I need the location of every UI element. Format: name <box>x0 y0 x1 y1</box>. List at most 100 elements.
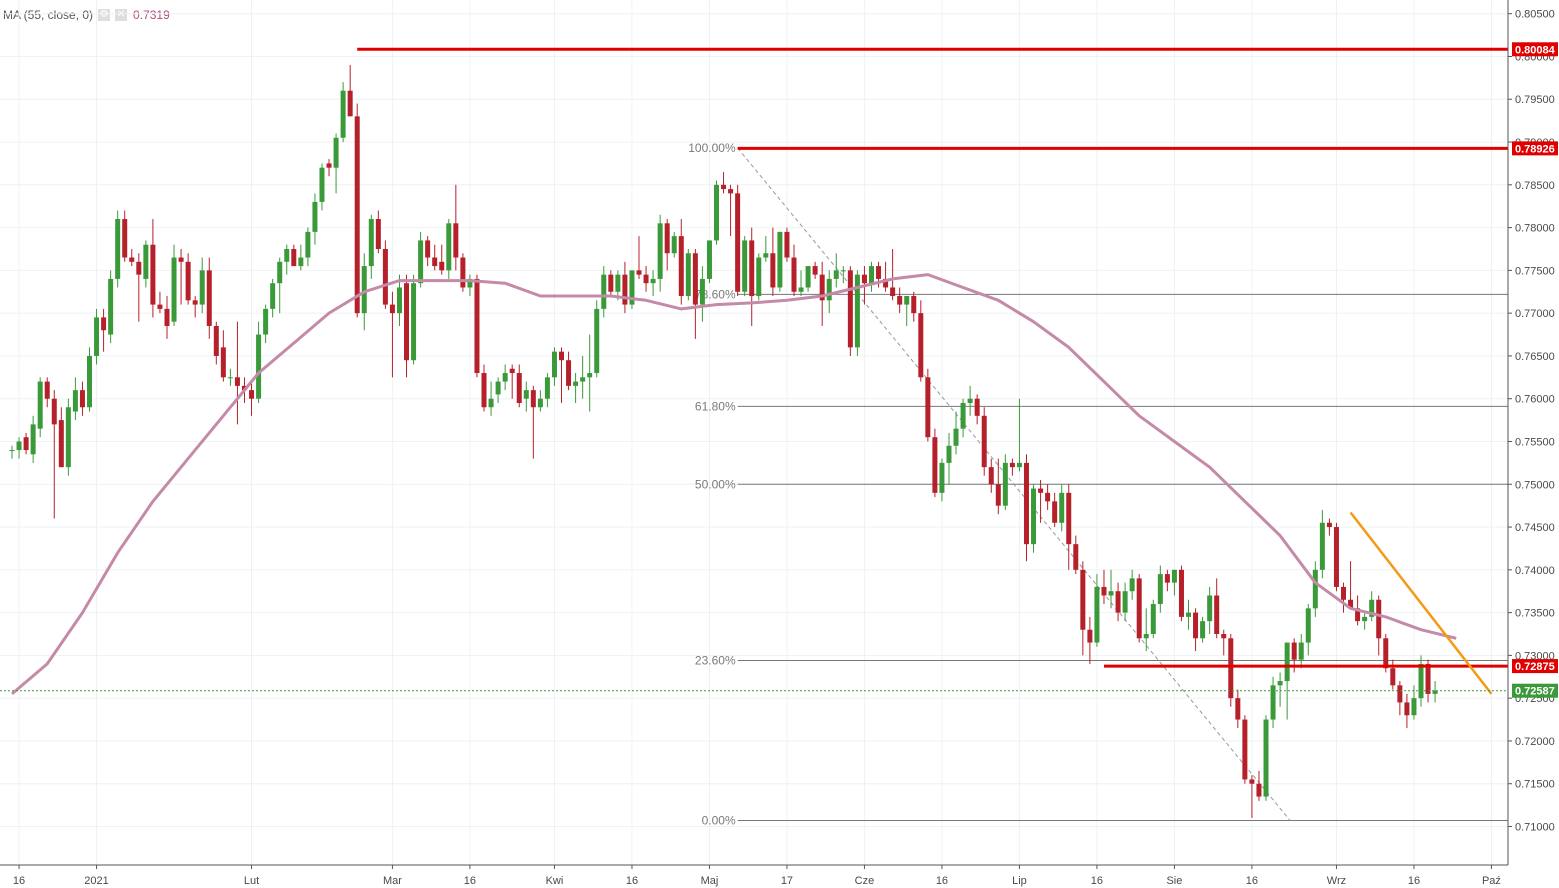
candle-body <box>164 308 170 326</box>
candle-body <box>44 381 50 399</box>
candle-body <box>883 278 889 288</box>
candle-body <box>1080 569 1086 630</box>
candle-body <box>981 415 987 468</box>
candle-body <box>1122 591 1128 613</box>
candle-body <box>298 257 304 267</box>
candle-body <box>178 257 184 262</box>
price-tick-label: 0.75000 <box>1515 479 1555 491</box>
candle-body <box>995 484 1001 506</box>
candle-body <box>347 90 353 117</box>
candle-body <box>847 270 853 348</box>
time-tick-label: Sie <box>1166 875 1182 887</box>
candle-body <box>340 90 346 138</box>
level-price-tag-bg <box>1512 141 1558 156</box>
candle-body <box>1228 638 1234 699</box>
candle-body <box>284 248 290 262</box>
price-tick-label: 0.71000 <box>1515 821 1555 833</box>
candle-body <box>1186 612 1192 617</box>
time-tick-label: 16 <box>626 875 638 887</box>
last-price-tag-bg <box>1512 683 1558 698</box>
time-tick-label: Cze <box>855 875 875 887</box>
candle-body <box>516 373 522 403</box>
time-tick-label: Maj <box>701 875 719 887</box>
candle-body <box>868 266 874 284</box>
close-icon[interactable]: ✕ <box>115 9 128 21</box>
candle-body <box>16 441 22 451</box>
candle-body <box>171 257 177 322</box>
candle-body <box>1066 492 1072 545</box>
candle-body <box>1171 569 1177 583</box>
candle-body <box>805 266 811 288</box>
candle-body <box>1136 578 1142 639</box>
candle-body <box>1087 629 1093 643</box>
candle-body <box>213 325 219 356</box>
time-tick-label: Lip <box>1012 875 1027 887</box>
candle-body <box>1249 779 1255 784</box>
candle-body <box>756 257 762 297</box>
candle-body <box>601 274 607 309</box>
candle-body <box>770 253 776 288</box>
candle-body <box>368 219 374 267</box>
time-tick-label: Paź <box>1482 875 1501 887</box>
fibonacci-retracement: 100.00% 78.60% 61.80% 50.00% 23.60% 0.00% <box>688 141 1508 828</box>
candle-body <box>1277 681 1283 686</box>
candle-body <box>784 231 790 258</box>
price-tick-label: 0.74500 <box>1515 522 1555 534</box>
price-tick-label: 0.77500 <box>1515 265 1555 277</box>
candle-body <box>1432 690 1438 694</box>
candle-body <box>812 266 818 275</box>
candle-body <box>1319 522 1325 570</box>
candle-body <box>115 219 121 279</box>
time-axis: 16 2021 Lut Mar 16 Kwi 16 Maj 17 Cze 16 Lip 16 Sie 16 W… <box>0 864 1508 887</box>
candle-body <box>249 390 255 399</box>
candle-body <box>51 398 57 425</box>
candle-body <box>488 398 494 408</box>
fib-level-label: 100.00% <box>688 141 736 155</box>
candle-body <box>446 223 452 271</box>
candle-body <box>1094 586 1100 643</box>
time-tick-label: 16 <box>464 875 476 887</box>
candle-body <box>1073 544 1079 570</box>
candle-body <box>227 377 233 379</box>
candle-body <box>622 274 628 305</box>
candle-body <box>291 248 297 267</box>
ma-legend-value: 0.7319 <box>133 8 170 22</box>
last-price-tag-label: 0.72587 <box>1515 686 1555 698</box>
candle-body <box>721 184 727 190</box>
price-tick-label: 0.76000 <box>1515 394 1555 406</box>
ma-legend: MA (55, close, 0) ⚙ ✕ 0.7319 <box>3 8 170 22</box>
candle-body <box>270 283 276 309</box>
candle-body <box>136 261 142 275</box>
candle-body <box>1101 586 1107 596</box>
candle-body <box>551 351 557 378</box>
candle-body <box>643 274 649 284</box>
price-tick-label: 0.71500 <box>1515 779 1555 791</box>
time-tick-label: 17 <box>781 875 793 887</box>
level-price-tag-label: 0.72875 <box>1515 661 1555 673</box>
price-tick-label: 0.76500 <box>1515 351 1555 363</box>
candle-body <box>1418 663 1424 699</box>
candle-body <box>1200 621 1206 639</box>
settings-icon[interactable]: ⚙ <box>98 9 111 21</box>
candle-body <box>1355 608 1361 622</box>
candle-body <box>277 261 283 284</box>
candle-body <box>826 278 832 301</box>
candle-body <box>192 300 198 305</box>
time-tick-label: Mar <box>383 875 402 887</box>
time-tick-label: 16 <box>936 875 948 887</box>
candle-body <box>685 253 691 297</box>
candle-body <box>953 428 959 446</box>
candle-body <box>1009 462 1015 468</box>
candle-body <box>1284 642 1290 682</box>
candle-body <box>629 270 635 305</box>
candle-body <box>199 270 205 305</box>
candle-body <box>1052 501 1058 523</box>
candle-body <box>1390 668 1396 686</box>
candle-body <box>988 467 994 485</box>
candle-body <box>530 390 536 408</box>
price-tick-label: 0.74000 <box>1515 565 1555 577</box>
candle-body <box>94 317 100 356</box>
candle-body <box>664 223 670 254</box>
candle-body <box>86 355 92 408</box>
